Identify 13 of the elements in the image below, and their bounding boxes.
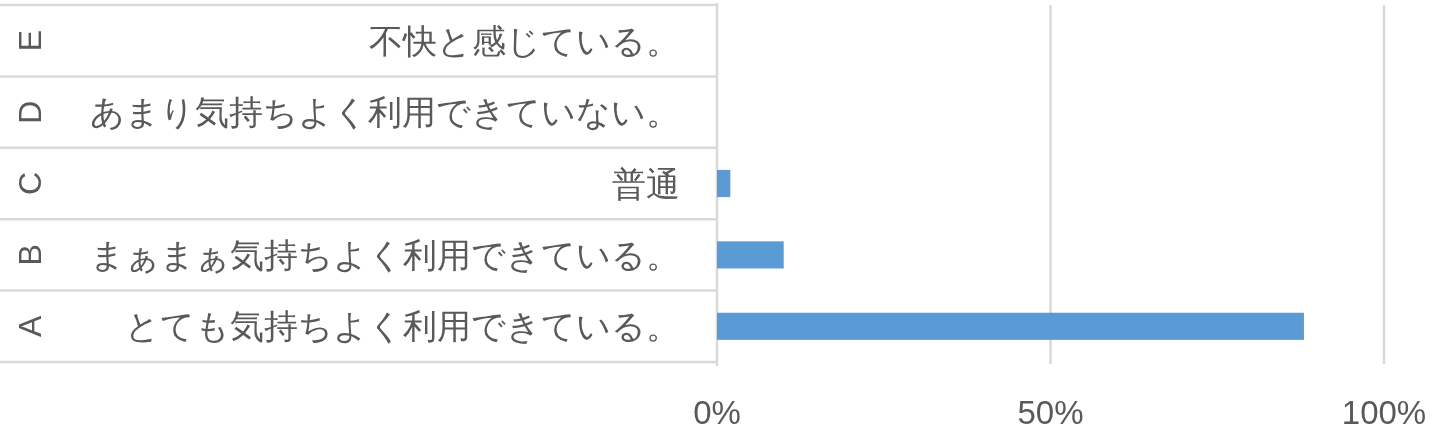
y-tick-label: 普通 bbox=[612, 164, 680, 203]
text: D bbox=[12, 100, 48, 124]
y-tick-label: 不快と感じている。 bbox=[369, 21, 680, 60]
y-tick-label: まぁまぁ気持ちよく利用できている。 bbox=[90, 235, 680, 274]
text: E bbox=[12, 30, 48, 52]
text: C bbox=[12, 171, 48, 196]
y-tick-label: あまり気持ちよく利用できていない。 bbox=[90, 93, 680, 132]
x-tick-label: 100% bbox=[1341, 394, 1427, 431]
y-tick-label: とても気持ちよく利用できている。 bbox=[125, 307, 680, 346]
x-tick-label: 50% bbox=[1017, 394, 1084, 431]
x-tick-label: 0% bbox=[693, 394, 741, 431]
text: B bbox=[12, 244, 48, 266]
text: A bbox=[12, 314, 48, 337]
